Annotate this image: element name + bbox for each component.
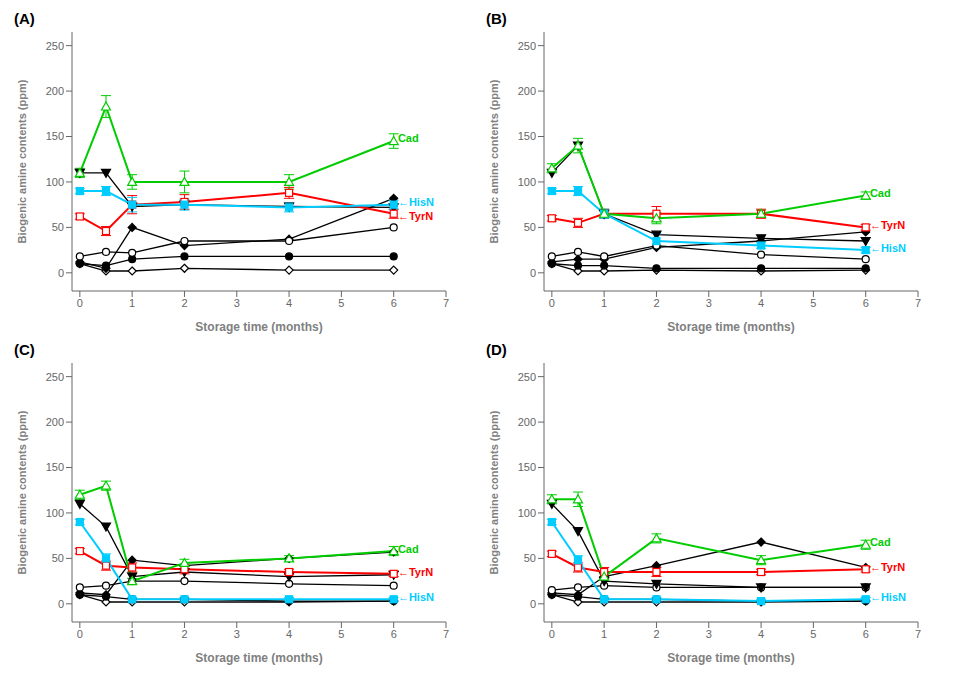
svg-text:100: 100 [46,176,64,188]
svg-text:3: 3 [706,628,712,640]
svg-text:0: 0 [58,267,64,279]
svg-text:4: 4 [758,628,764,640]
svg-text:250: 250 [518,40,536,52]
svg-text:Storage time (months): Storage time (months) [667,651,794,665]
svg-text:0: 0 [530,267,536,279]
svg-text:6: 6 [863,297,869,309]
svg-text:6: 6 [391,297,397,309]
svg-text:50: 50 [52,552,64,564]
svg-text:200: 200 [46,85,64,97]
svg-text:2: 2 [181,628,187,640]
svg-text:0: 0 [549,297,555,309]
svg-text:Storage time (months): Storage time (months) [667,320,794,334]
svg-text:150: 150 [518,130,536,142]
svg-text:200: 200 [518,85,536,97]
svg-text:3: 3 [706,297,712,309]
svg-text:5: 5 [810,628,816,640]
svg-text:3: 3 [234,628,240,640]
svg-text:1: 1 [129,628,135,640]
svg-text:250: 250 [46,40,64,52]
svg-text:7: 7 [915,297,921,309]
svg-text:Storage time (months): Storage time (months) [195,320,322,334]
svg-text:2: 2 [653,297,659,309]
svg-text:3: 3 [234,297,240,309]
svg-text:4: 4 [286,297,292,309]
html-text:(B): (B) [486,10,507,27]
svg-text:5: 5 [338,297,344,309]
svg-text:←HisN: ←HisN [870,242,906,254]
svg-text:Cad: Cad [398,132,419,144]
svg-text:←HisN: ←HisN [870,591,906,603]
svg-text:4: 4 [758,297,764,309]
svg-text:150: 150 [46,130,64,142]
svg-text:Biogenic amine contents (ppm): Biogenic amine contents (ppm) [488,410,500,574]
svg-text:Storage time (months): Storage time (months) [195,651,322,665]
svg-text:Biogenic amine contents (ppm): Biogenic amine contents (ppm) [16,79,28,243]
svg-text:←TyrN: ←TyrN [870,561,905,573]
svg-text:4: 4 [286,628,292,640]
svg-text:250: 250 [518,371,536,383]
svg-text:Cad: Cad [870,187,891,199]
svg-text:50: 50 [524,221,536,233]
svg-text:7: 7 [443,628,449,640]
svg-text:←TyrN: ←TyrN [398,210,433,222]
svg-text:0: 0 [58,598,64,610]
html-text:(C): (C) [14,341,35,358]
svg-text:200: 200 [46,416,64,428]
svg-text:1: 1 [601,297,607,309]
svg-text:50: 50 [52,221,64,233]
svg-text:0: 0 [549,628,555,640]
svg-text:←TyrN: ←TyrN [398,566,433,578]
html-text:(A): (A) [14,10,35,27]
svg-text:0: 0 [77,628,83,640]
svg-text:Biogenic amine contents (ppm): Biogenic amine contents (ppm) [16,410,28,574]
svg-text:150: 150 [46,461,64,473]
svg-text:200: 200 [518,416,536,428]
svg-text:0: 0 [77,297,83,309]
svg-text:2: 2 [181,297,187,309]
svg-text:100: 100 [518,176,536,188]
svg-text:7: 7 [915,628,921,640]
svg-text:6: 6 [391,628,397,640]
svg-text:100: 100 [46,507,64,519]
svg-text:7: 7 [443,297,449,309]
svg-text:1: 1 [601,628,607,640]
svg-text:Cad: Cad [398,543,419,555]
svg-text:150: 150 [518,461,536,473]
svg-text:←HisN: ←HisN [398,196,434,208]
html-text:(D): (D) [486,341,507,358]
svg-text:6: 6 [863,628,869,640]
svg-text:250: 250 [46,371,64,383]
svg-text:100: 100 [518,507,536,519]
svg-text:0: 0 [530,598,536,610]
svg-text:2: 2 [653,628,659,640]
svg-text:Cad: Cad [870,536,891,548]
svg-text:←HisN: ←HisN [398,591,434,603]
svg-text:5: 5 [338,628,344,640]
svg-text:1: 1 [129,297,135,309]
svg-text:Biogenic amine contents (ppm): Biogenic amine contents (ppm) [488,79,500,243]
svg-text:5: 5 [810,297,816,309]
svg-text:50: 50 [524,552,536,564]
svg-text:←TyrN: ←TyrN [870,219,905,231]
